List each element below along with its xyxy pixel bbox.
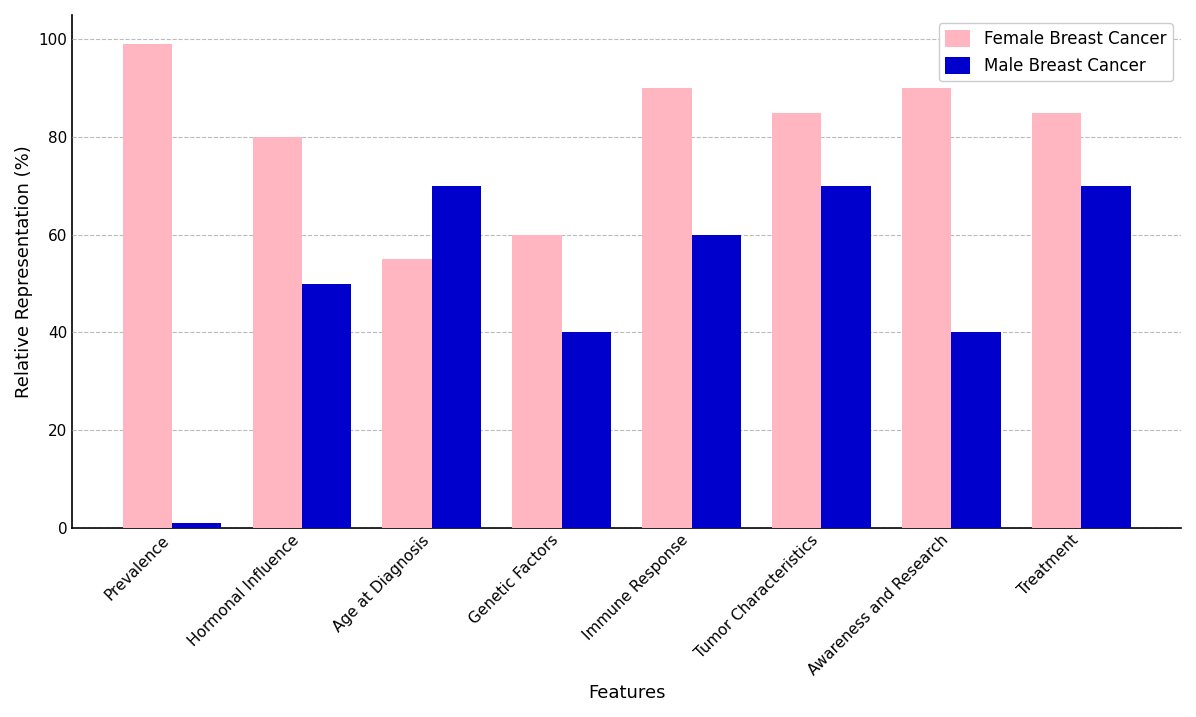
Bar [1081,186,1130,528]
Y-axis label: Relative Representation (%): Relative Representation (%) [16,145,33,398]
Bar [301,284,352,528]
Bar [562,333,611,528]
Legend: Female Breast Cancer, Male Breast Cancer: Female Breast Cancer, Male Breast Cancer [939,24,1172,81]
Bar [1032,113,1081,528]
Bar [252,137,301,528]
Bar [383,259,432,528]
Bar [512,234,562,528]
Bar [172,523,221,528]
Bar [432,186,481,528]
Bar [951,333,1001,528]
Bar [773,113,822,528]
Bar [123,44,172,528]
Bar [822,186,871,528]
Bar [642,88,691,528]
Bar [691,234,742,528]
Bar [902,88,951,528]
X-axis label: Features: Features [588,684,665,702]
